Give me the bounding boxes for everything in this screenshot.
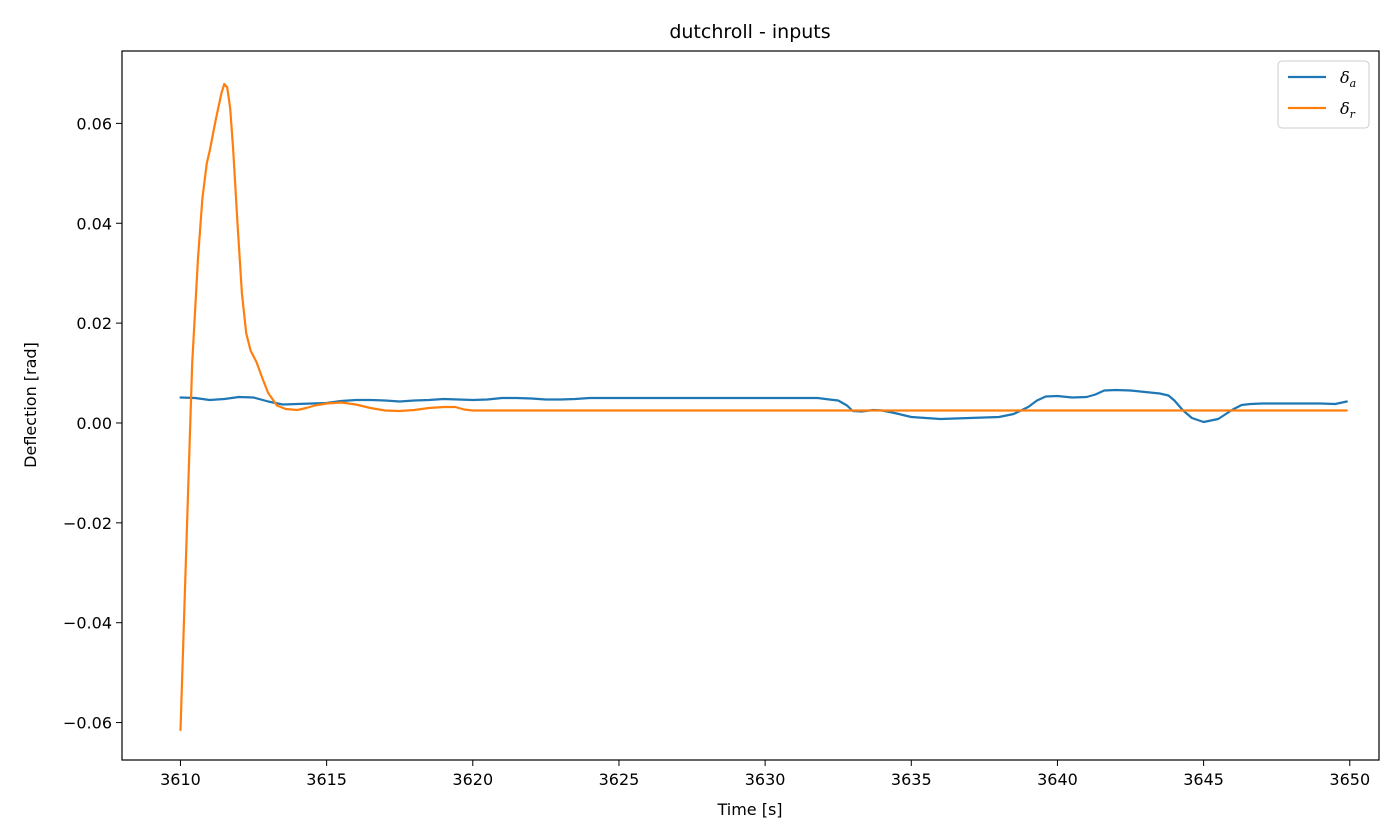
y-axis: −0.06 −0.04 −0.02 0.00 0.02 0.04 0.06	[63, 114, 122, 733]
x-axis-label: Time [s]	[716, 800, 782, 819]
x-tick-label: 3640	[1037, 770, 1078, 789]
y-tick-label: 0.04	[76, 214, 112, 233]
x-tick-label: 3625	[599, 770, 640, 789]
legend-label-r: δr	[1340, 99, 1356, 121]
legend-subscript: r	[1350, 108, 1356, 121]
axes-frame	[121, 50, 1380, 761]
legend-symbol: δ	[1340, 99, 1350, 118]
legend-label-a: δa	[1340, 68, 1356, 90]
legend-subscript: a	[1350, 77, 1357, 90]
y-axis-label: Deflection [rad]	[21, 342, 40, 468]
y-tick-label: 0.06	[76, 114, 112, 133]
legend-symbol: δ	[1340, 68, 1350, 87]
y-tick-label: 0.02	[76, 314, 112, 333]
y-tick-label: −0.06	[63, 714, 112, 733]
chart-title: dutchroll - inputs	[669, 21, 830, 43]
x-tick-label: 3650	[1329, 770, 1370, 789]
y-tick-label: −0.02	[63, 514, 112, 533]
series-line-r	[179, 82, 1348, 732]
legend-box	[1277, 60, 1370, 129]
x-tick-label: 3645	[1183, 770, 1224, 789]
x-tick-label: 3610	[160, 770, 201, 789]
y-tick-label: −0.04	[63, 614, 112, 633]
plot-area	[179, 82, 1348, 732]
x-tick-label: 3615	[306, 770, 347, 789]
y-tick-label: 0.00	[76, 414, 112, 433]
x-tick-label: 3635	[891, 770, 932, 789]
x-tick-label: 3630	[745, 770, 786, 789]
x-tick-label: 3620	[452, 770, 493, 789]
series-line-a	[179, 388, 1348, 424]
x-axis: 3610 3615 3620 3625 3630 3635 3640 3645 3650	[160, 760, 1370, 789]
